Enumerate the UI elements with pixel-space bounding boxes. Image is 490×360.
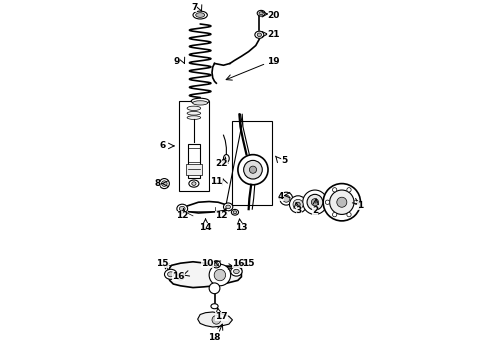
Text: 1: 1 bbox=[357, 201, 363, 210]
Text: 18: 18 bbox=[208, 333, 221, 342]
Text: 12: 12 bbox=[216, 211, 228, 220]
Text: 15: 15 bbox=[156, 259, 169, 268]
Circle shape bbox=[337, 197, 347, 207]
Text: 16: 16 bbox=[172, 272, 185, 281]
Circle shape bbox=[347, 212, 351, 217]
Ellipse shape bbox=[255, 31, 264, 39]
Text: 12: 12 bbox=[176, 211, 189, 220]
Ellipse shape bbox=[189, 180, 199, 187]
Text: 22: 22 bbox=[216, 159, 228, 168]
Circle shape bbox=[290, 196, 307, 213]
Text: 20: 20 bbox=[268, 10, 280, 19]
Circle shape bbox=[244, 161, 262, 179]
Circle shape bbox=[293, 199, 303, 210]
Ellipse shape bbox=[187, 112, 201, 115]
Circle shape bbox=[311, 199, 318, 206]
Circle shape bbox=[333, 212, 337, 217]
Ellipse shape bbox=[168, 272, 174, 277]
Circle shape bbox=[307, 194, 323, 210]
Ellipse shape bbox=[165, 269, 177, 279]
Polygon shape bbox=[197, 312, 232, 327]
Bar bbox=[179, 101, 209, 191]
Ellipse shape bbox=[257, 10, 265, 16]
Ellipse shape bbox=[214, 262, 219, 266]
Ellipse shape bbox=[234, 269, 239, 274]
Circle shape bbox=[162, 181, 167, 186]
Circle shape bbox=[330, 190, 354, 215]
Polygon shape bbox=[168, 262, 242, 288]
Text: 5: 5 bbox=[281, 156, 288, 165]
Circle shape bbox=[354, 200, 358, 204]
Ellipse shape bbox=[176, 274, 184, 280]
Ellipse shape bbox=[193, 11, 207, 19]
Ellipse shape bbox=[223, 154, 229, 162]
Circle shape bbox=[214, 269, 225, 281]
Ellipse shape bbox=[177, 204, 188, 213]
Ellipse shape bbox=[187, 106, 201, 111]
Circle shape bbox=[209, 264, 231, 286]
Text: 10: 10 bbox=[201, 259, 214, 268]
Text: 4: 4 bbox=[278, 192, 284, 201]
Text: 3: 3 bbox=[295, 206, 302, 215]
Circle shape bbox=[212, 316, 220, 324]
Ellipse shape bbox=[191, 98, 209, 104]
Text: 17: 17 bbox=[216, 312, 228, 321]
Text: 7: 7 bbox=[191, 3, 197, 12]
Circle shape bbox=[159, 179, 170, 189]
Ellipse shape bbox=[231, 267, 242, 276]
Ellipse shape bbox=[223, 203, 233, 211]
Circle shape bbox=[325, 200, 330, 204]
Ellipse shape bbox=[226, 205, 230, 209]
Ellipse shape bbox=[179, 206, 185, 211]
Bar bbox=[232, 121, 272, 205]
Text: 6: 6 bbox=[159, 141, 166, 150]
Circle shape bbox=[333, 188, 337, 192]
Ellipse shape bbox=[192, 182, 196, 185]
Text: 16: 16 bbox=[232, 259, 244, 268]
Ellipse shape bbox=[211, 304, 218, 309]
Text: 19: 19 bbox=[268, 57, 280, 66]
Ellipse shape bbox=[187, 116, 201, 120]
Text: 15: 15 bbox=[243, 259, 255, 268]
Ellipse shape bbox=[193, 101, 208, 105]
Circle shape bbox=[249, 166, 257, 173]
Circle shape bbox=[303, 190, 327, 215]
Text: 9: 9 bbox=[173, 57, 180, 66]
Ellipse shape bbox=[212, 261, 220, 268]
Circle shape bbox=[347, 188, 351, 192]
Circle shape bbox=[280, 192, 293, 205]
Text: 11: 11 bbox=[210, 177, 222, 186]
Text: 8: 8 bbox=[154, 179, 160, 188]
Ellipse shape bbox=[233, 211, 237, 214]
Circle shape bbox=[296, 202, 300, 207]
Circle shape bbox=[209, 283, 220, 294]
Circle shape bbox=[238, 155, 268, 185]
Circle shape bbox=[283, 195, 290, 202]
Bar bbox=[188, 144, 200, 178]
Circle shape bbox=[323, 184, 361, 221]
Ellipse shape bbox=[257, 33, 262, 37]
Bar bbox=[186, 164, 202, 175]
Text: 14: 14 bbox=[199, 223, 212, 232]
Ellipse shape bbox=[196, 13, 205, 17]
Ellipse shape bbox=[231, 210, 239, 215]
Text: 13: 13 bbox=[235, 223, 247, 232]
Ellipse shape bbox=[259, 12, 263, 15]
Text: 2: 2 bbox=[312, 206, 318, 215]
Text: 21: 21 bbox=[268, 30, 280, 39]
